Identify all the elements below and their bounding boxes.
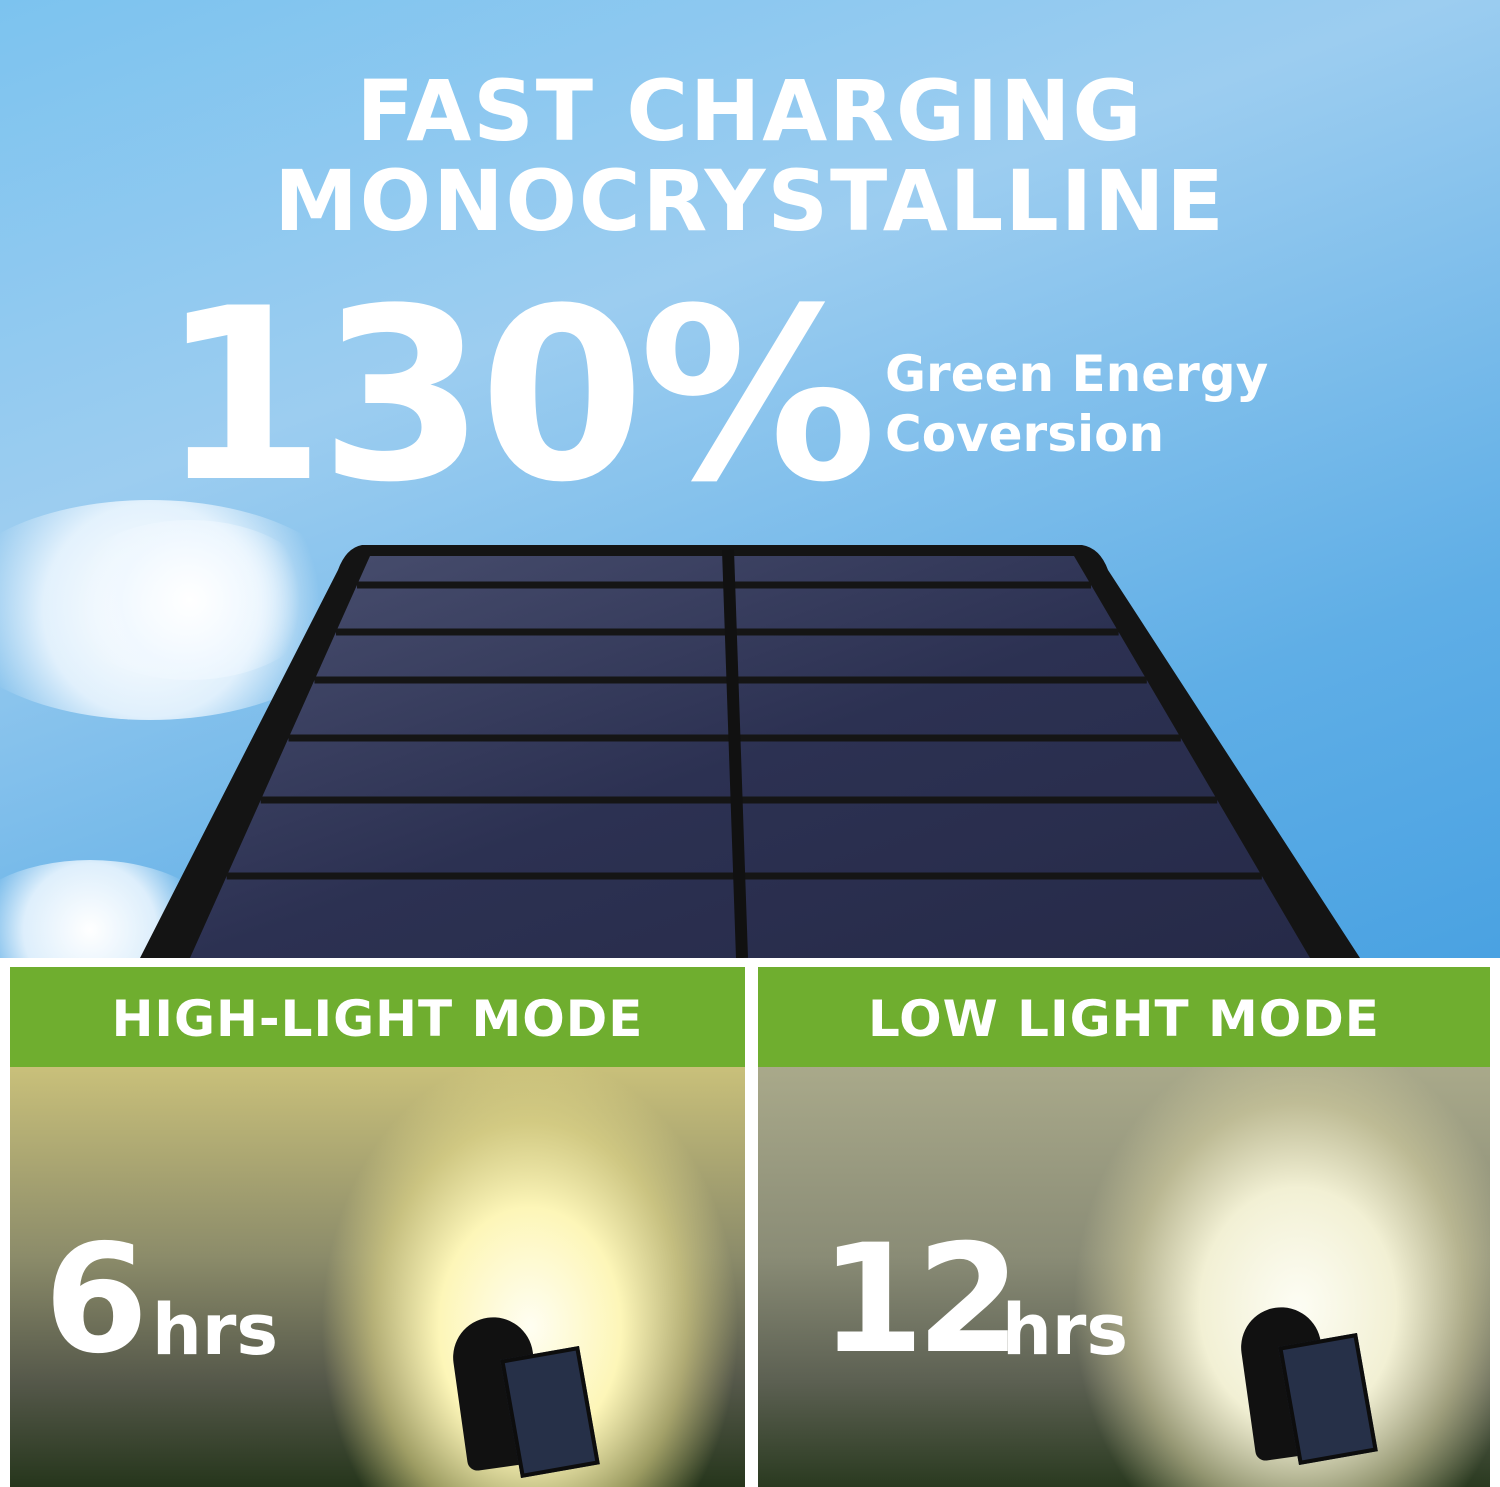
efficiency-label-line-1: Green Energy bbox=[885, 345, 1269, 403]
headline-line-1: FAST CHARGING bbox=[356, 62, 1144, 160]
lit-scene: 6 hrs bbox=[10, 1067, 745, 1487]
headline-line-2: MONOCRYSTALLINE bbox=[274, 152, 1226, 250]
cloud bbox=[60, 520, 320, 680]
sky-background: FAST CHARGING MONOCRYSTALLINE 130% Green… bbox=[0, 0, 1500, 958]
duration-unit: hrs bbox=[1002, 1289, 1129, 1371]
efficiency-label: Green Energy Coversion bbox=[885, 344, 1268, 464]
lit-scene: 12 hrs bbox=[758, 1067, 1490, 1487]
high-light-mode-card: HIGH-LIGHT MODE 6 hrs bbox=[10, 967, 745, 1487]
efficiency-label-line-2: Coversion bbox=[885, 405, 1165, 463]
efficiency-value: 130% bbox=[160, 258, 877, 535]
solar-panel-image bbox=[140, 545, 1360, 958]
duration-value: 12 bbox=[820, 1213, 1021, 1387]
duration-unit: hrs bbox=[152, 1289, 279, 1371]
mode-title: LOW LIGHT MODE bbox=[758, 967, 1490, 1067]
low-light-mode-card: LOW LIGHT MODE 12 hrs bbox=[758, 967, 1490, 1487]
duration-value: 6 bbox=[44, 1213, 149, 1387]
mode-title: HIGH-LIGHT MODE bbox=[10, 967, 745, 1067]
